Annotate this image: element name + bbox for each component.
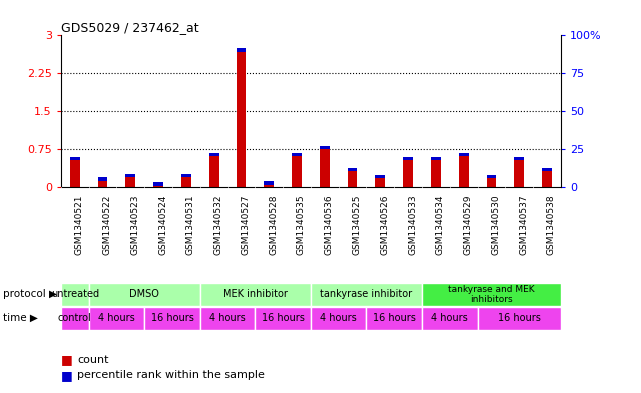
Bar xyxy=(292,153,302,187)
Text: GSM1340538: GSM1340538 xyxy=(547,195,556,255)
Bar xyxy=(61,307,88,330)
Bar xyxy=(126,174,135,178)
Bar xyxy=(264,181,274,187)
Bar xyxy=(88,283,200,306)
Bar xyxy=(542,168,552,187)
Bar xyxy=(61,283,88,306)
Text: GSM1340537: GSM1340537 xyxy=(519,195,528,255)
Bar xyxy=(431,157,441,187)
Bar xyxy=(311,283,422,306)
Bar xyxy=(422,283,561,306)
Text: 16 hours: 16 hours xyxy=(498,313,540,323)
Text: 4 hours: 4 hours xyxy=(431,313,468,323)
Bar xyxy=(311,307,367,330)
Text: GSM1340526: GSM1340526 xyxy=(380,195,389,255)
Bar xyxy=(70,157,79,160)
Text: count: count xyxy=(77,354,108,365)
Text: GSM1340529: GSM1340529 xyxy=(463,195,472,255)
Bar xyxy=(264,181,274,185)
Text: 4 hours: 4 hours xyxy=(98,313,135,323)
Text: 4 hours: 4 hours xyxy=(209,313,246,323)
Text: control: control xyxy=(58,313,92,323)
Text: GSM1340531: GSM1340531 xyxy=(186,195,195,255)
Text: tankyrase and MEK
inhibitors: tankyrase and MEK inhibitors xyxy=(448,285,535,304)
Bar xyxy=(347,168,358,187)
Text: GSM1340527: GSM1340527 xyxy=(242,195,251,255)
Bar xyxy=(459,153,469,187)
Bar xyxy=(320,146,329,187)
Bar xyxy=(320,146,329,149)
Text: GSM1340533: GSM1340533 xyxy=(408,195,417,255)
Bar xyxy=(347,168,358,171)
Bar xyxy=(487,175,496,178)
Text: GSM1340525: GSM1340525 xyxy=(353,195,362,255)
Text: GSM1340524: GSM1340524 xyxy=(158,195,167,255)
Text: GSM1340532: GSM1340532 xyxy=(213,195,222,255)
Text: tankyrase inhibitor: tankyrase inhibitor xyxy=(320,289,413,299)
Text: 4 hours: 4 hours xyxy=(320,313,357,323)
Bar xyxy=(126,174,135,187)
Bar xyxy=(403,157,413,187)
Bar xyxy=(422,307,478,330)
Bar xyxy=(542,168,552,171)
Text: GSM1340530: GSM1340530 xyxy=(492,195,501,255)
Text: GSM1340528: GSM1340528 xyxy=(269,195,278,255)
Bar xyxy=(209,153,219,156)
Bar xyxy=(200,307,255,330)
Text: percentile rank within the sample: percentile rank within the sample xyxy=(77,370,265,380)
Bar xyxy=(292,153,302,156)
Text: GSM1340522: GSM1340522 xyxy=(103,195,112,255)
Text: GSM1340535: GSM1340535 xyxy=(297,195,306,255)
Text: GSM1340534: GSM1340534 xyxy=(436,195,445,255)
Bar xyxy=(255,307,311,330)
Text: protocol ▶: protocol ▶ xyxy=(3,289,57,299)
Bar xyxy=(237,48,246,51)
Text: GDS5029 / 237462_at: GDS5029 / 237462_at xyxy=(61,21,199,34)
Bar xyxy=(478,307,561,330)
Text: GSM1340523: GSM1340523 xyxy=(130,195,139,255)
Text: ■: ■ xyxy=(61,369,72,382)
Bar xyxy=(459,153,469,156)
Bar xyxy=(376,175,385,187)
Bar xyxy=(403,157,413,160)
Bar xyxy=(153,182,163,187)
Text: GSM1340536: GSM1340536 xyxy=(325,195,334,255)
Bar xyxy=(153,182,163,185)
Text: ■: ■ xyxy=(61,353,72,366)
Bar xyxy=(209,153,219,187)
Text: untreated: untreated xyxy=(51,289,99,299)
Bar xyxy=(367,307,422,330)
Text: 16 hours: 16 hours xyxy=(373,313,415,323)
Bar xyxy=(514,157,524,187)
Bar xyxy=(431,157,441,160)
Bar xyxy=(514,157,524,160)
Bar xyxy=(200,283,311,306)
Text: 16 hours: 16 hours xyxy=(151,313,194,323)
Text: 16 hours: 16 hours xyxy=(262,313,304,323)
Bar xyxy=(70,157,79,187)
Bar xyxy=(88,307,144,330)
Bar xyxy=(97,177,108,180)
Bar xyxy=(376,175,385,178)
Text: GSM1340521: GSM1340521 xyxy=(75,195,84,255)
Bar xyxy=(97,177,108,187)
Text: MEK inhibitor: MEK inhibitor xyxy=(223,289,288,299)
Bar xyxy=(487,175,496,187)
Text: time ▶: time ▶ xyxy=(3,313,38,323)
Bar xyxy=(181,174,191,178)
Bar xyxy=(237,48,246,187)
Bar xyxy=(144,307,200,330)
Bar xyxy=(181,174,191,187)
Text: DMSO: DMSO xyxy=(129,289,159,299)
